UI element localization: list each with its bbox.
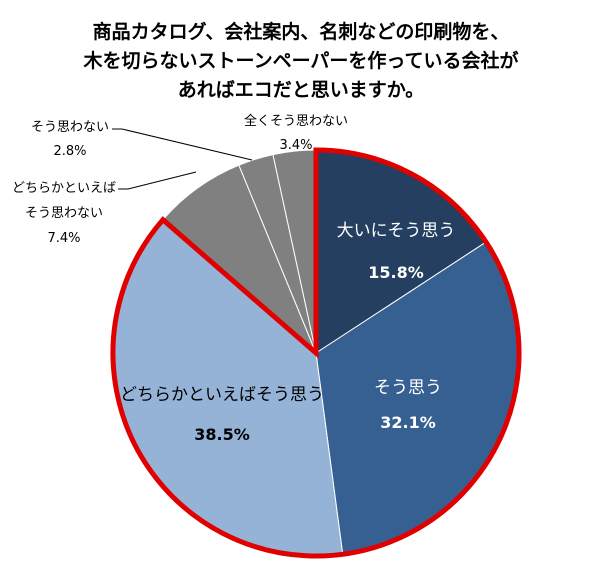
slice-value-2: 32.1% [380,413,436,432]
slice-label-6: 全くそう思わない [244,113,348,129]
slice-label-4-line-1: どちらかといえば [12,181,116,196]
slice-label-1: 大いにそう思う [337,221,456,241]
slice-value-5: 2.8% [53,144,86,159]
chart-title-line-2: 木を切らないストーンペーパーを作っている会社が [83,50,519,72]
chart-title: 商品カタログ、会社案内、名刺などの印刷物を、 木を切らないストーンペーパーを作っ… [0,18,602,105]
slice-label-2: そう思う [374,378,442,398]
slice-label-4-line-2: そう思わない [25,206,103,221]
slice-value-3: 38.5% [194,425,250,444]
slice-label-5: そう思わない [31,120,109,135]
chart-title-line-1: 商品カタログ、会社案内、名刺などの印刷物を、 [92,21,510,43]
leader-line-4 [118,171,197,190]
leader-line-5 [112,128,253,161]
chart-title-line-3: あればエコだと思いますか。 [177,79,425,101]
slice-value-6: 3.4% [279,138,312,153]
highlight-border [110,147,522,559]
slice-value-4: 7.4% [47,231,80,246]
slice-label-3: どちらかといえばそう思う [120,385,324,405]
slice-value-1: 15.8% [368,263,424,282]
